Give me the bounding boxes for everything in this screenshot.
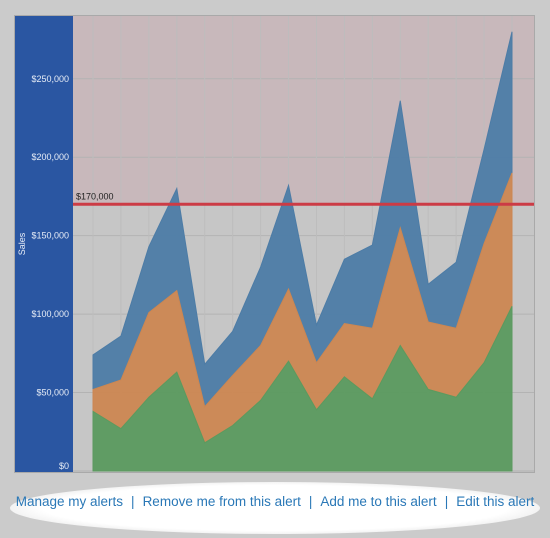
y-tick-label: $50,000 [36,388,69,398]
area-layer [92,31,513,472]
edit-alert-link[interactable]: Edit this alert [456,494,535,509]
add-me-link[interactable]: Add me to this alert [320,494,437,509]
y-tick-label: $100,000 [31,309,69,319]
link-separator: | [444,494,449,509]
manage-alerts-link[interactable]: Manage my alerts [15,494,124,509]
alert-zone [73,16,534,205]
footer-glow [10,482,540,534]
remove-me-link[interactable]: Remove me from this alert [142,494,301,509]
y-axis-title: Sales [17,232,27,255]
stacked-area-chart: $0 $50,000 $100,000 $150,000 $200,000 $250,00… [15,16,534,472]
link-separator: | [131,494,135,509]
y-tick-layer: $0 $50,000 $100,000 $150,000 $200,000 $250,00… [31,74,69,471]
alert-actions-footer: Manage my alerts | Remove me from this ale… [0,478,550,538]
y-tick-label: $250,000 [31,74,69,84]
chart-panel: $0 $50,000 $100,000 $150,000 $200,000 $250,00… [14,15,535,473]
footer-links: Manage my alerts | Remove me from this ale… [0,494,550,509]
y-tick-label: $200,000 [31,152,69,162]
link-separator: | [308,494,313,509]
y-axis-panel [15,16,73,472]
y-tick-label: $0 [59,461,69,471]
threshold-label: $170,000 [76,191,114,201]
y-tick-label: $150,000 [31,231,69,241]
area-series-1 [92,306,513,472]
